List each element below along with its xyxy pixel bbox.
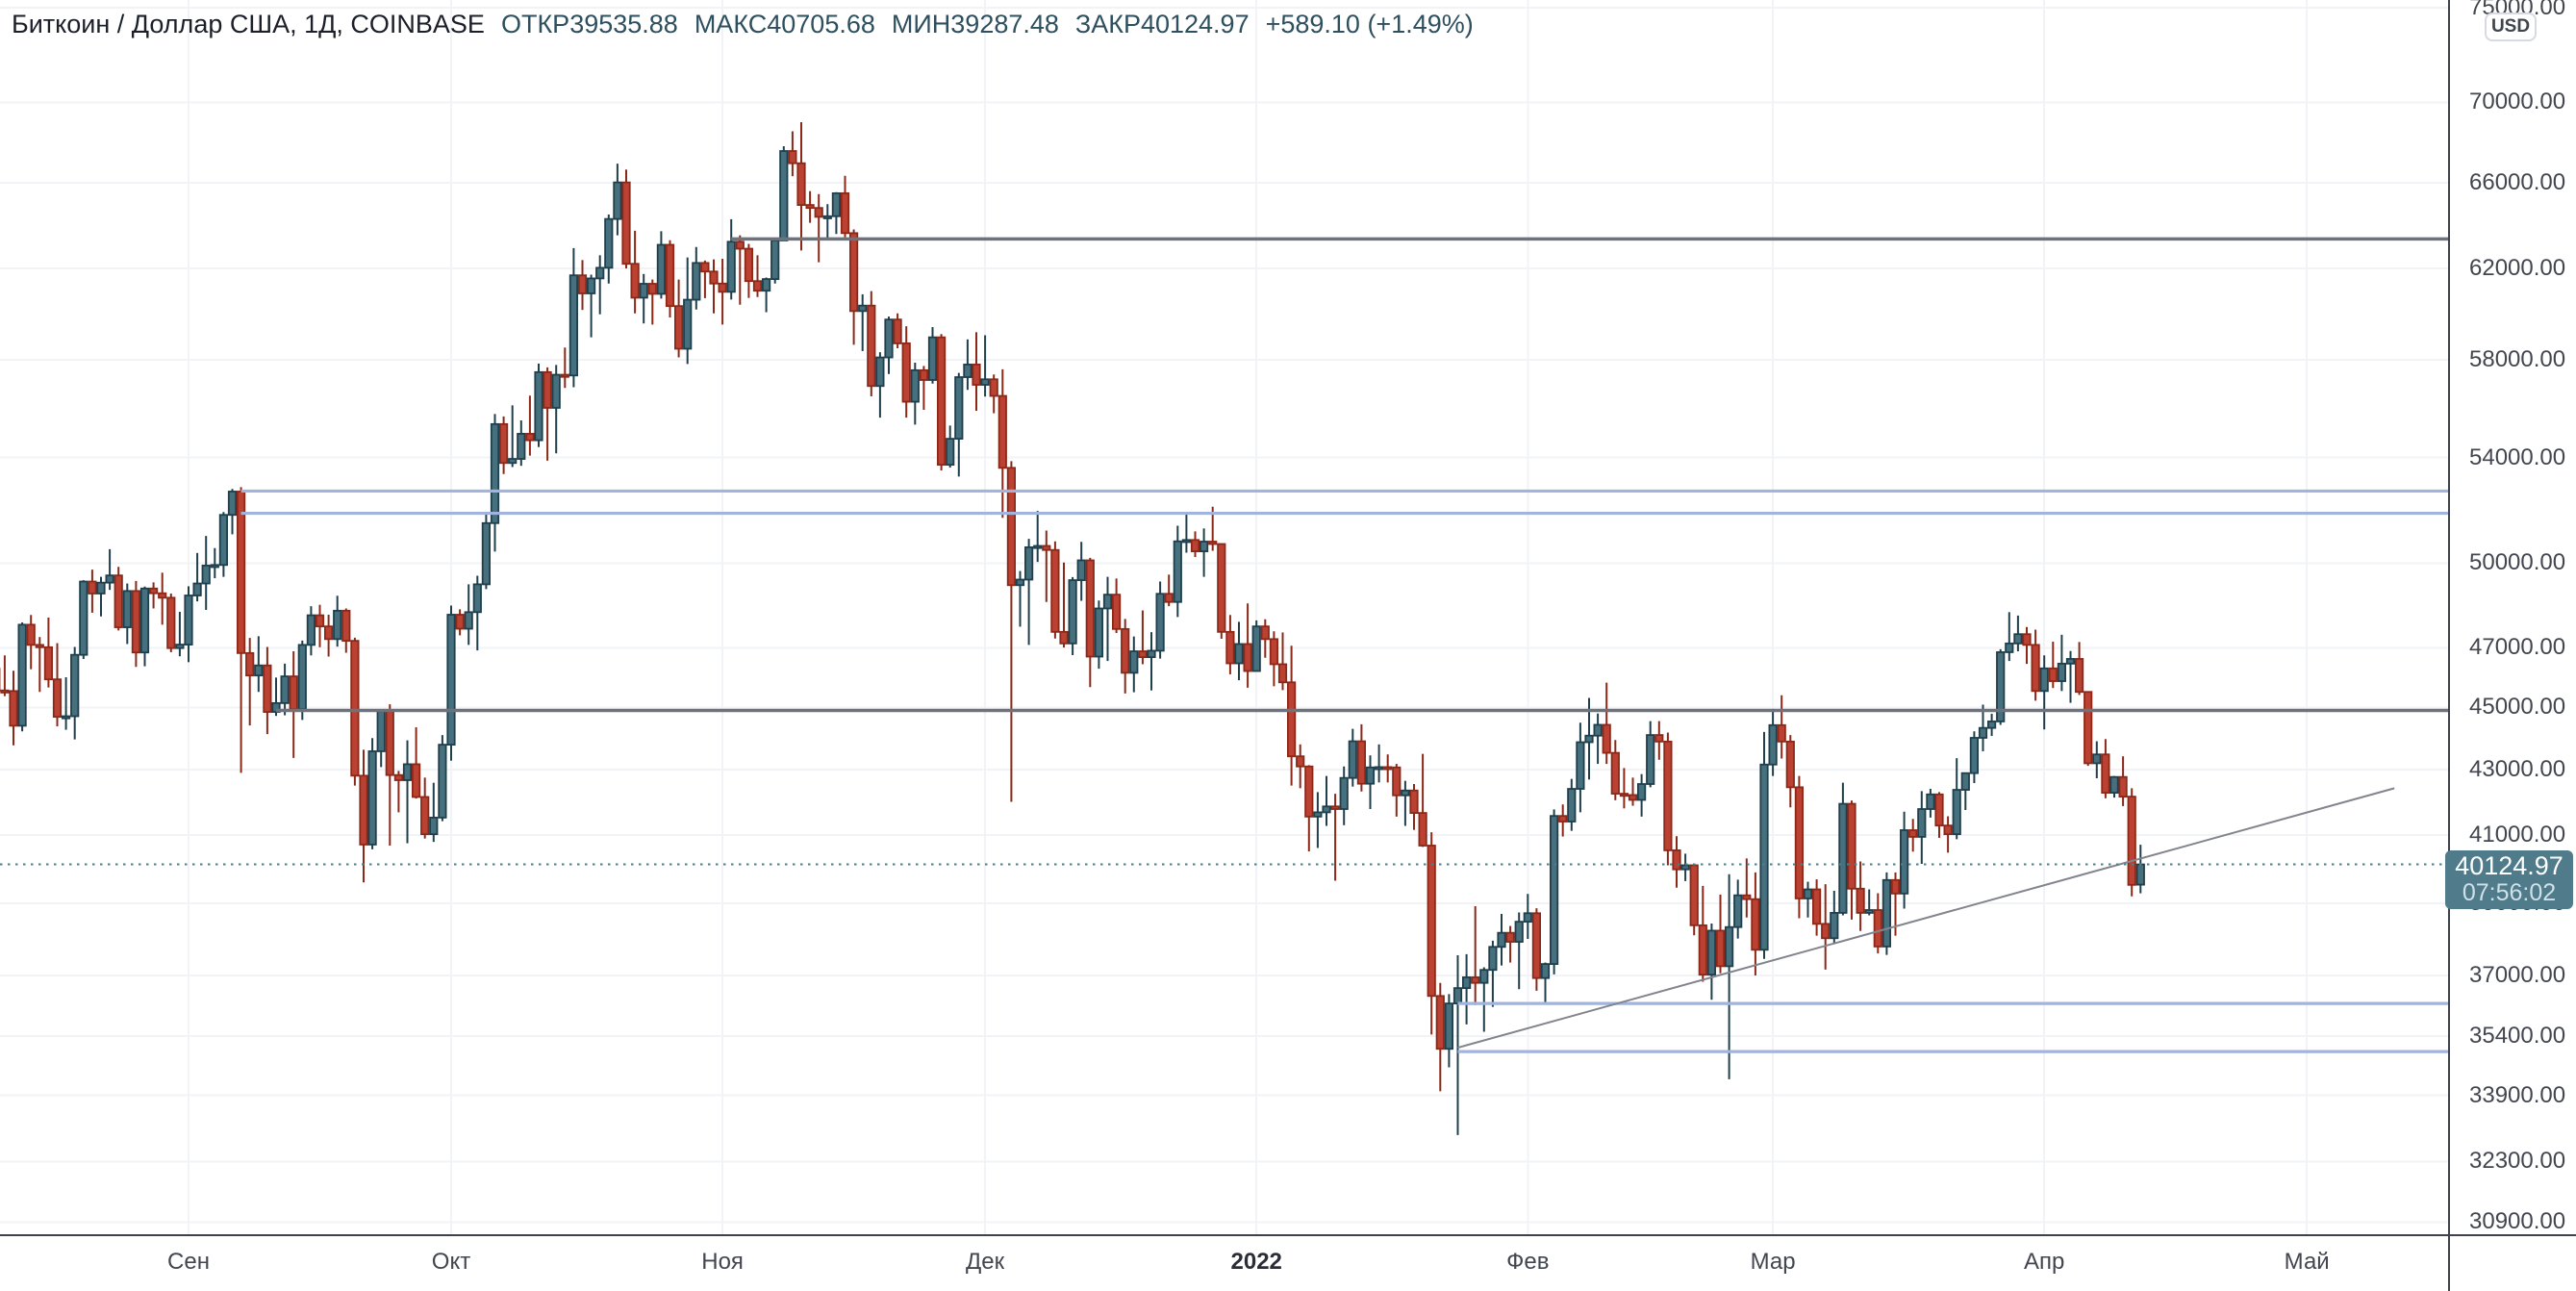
legend-low: МИН39287.48 [892,10,1059,39]
price-axis-label: 62000.00 [2469,255,2566,282]
legend-open: ОТКР39535.88 [501,10,678,39]
price-axis-label: 41000.00 [2469,821,2566,848]
price-axis-label: 35400.00 [2469,1022,2566,1049]
time-axis-label: 2022 [1230,1249,1282,1275]
price-axis-label: 70000.00 [2469,89,2566,115]
drawing-lines[interactable] [0,237,2449,1053]
high-label: МАКС [694,10,768,38]
time-axis-label: Май [2284,1249,2330,1275]
legend-close: ЗАКР40124.97 [1075,10,1250,39]
low-value: 39287.48 [950,10,1059,38]
last-price-value: 40124.97 [2455,851,2563,880]
price-axis-label: 47000.00 [2469,634,2566,661]
time-axis-label: Окт [431,1249,471,1275]
close-label: ЗАКР [1074,10,1141,38]
price-chart-plot[interactable] [0,0,2449,1235]
price-axis-label: 33900.00 [2469,1081,2566,1108]
time-axis-label: Сен [167,1249,210,1275]
open-label: ОТКР [500,10,570,38]
open-value: 39535.88 [569,10,678,38]
close-value: 40124.97 [1140,10,1250,38]
price-axis-border [2448,0,2450,1291]
low-label: МИН [891,10,951,38]
countdown-timer: 07:56:02 [2462,879,2557,906]
high-value: 40705.68 [767,10,875,38]
price-axis-label: 50000.00 [2469,549,2566,576]
last-price-badge: 40124.97 07:56:02 [2445,850,2573,909]
price-axis-label: 43000.00 [2469,756,2566,783]
time-axis-border [0,1234,2576,1236]
legend-high: МАКС40705.68 [695,10,875,39]
time-axis-label: Мар [1750,1249,1796,1275]
symbol-legend: Биткоин / Доллар США, 1Д, COINBASE ОТКР3… [12,10,1474,39]
price-axis-label: 45000.00 [2469,694,2566,721]
symbol-title[interactable]: Биткоин / Доллар США, 1Д, COINBASE [12,10,485,38]
currency-toggle-button[interactable]: USD [2485,13,2537,41]
time-axis-label: Фев [1506,1249,1550,1275]
time-axis-label: Апр [2024,1249,2065,1275]
price-axis-label: 66000.00 [2469,169,2566,196]
trend-line [1457,787,2395,1050]
grid-lines [0,0,2449,1235]
candlestick-series [0,121,2145,1135]
price-axis-label: 37000.00 [2469,961,2566,988]
price-axis-label: 30900.00 [2469,1208,2566,1235]
time-axis[interactable]: Сен Окт Ноя Дек 2022 Фев Мар Апр Май [0,1236,2449,1291]
time-axis-label: Дек [966,1249,1005,1275]
price-axis-label: 58000.00 [2469,345,2566,372]
price-axis-label: 32300.00 [2469,1148,2566,1175]
price-axis-label: 54000.00 [2469,443,2566,470]
legend-change: +589.10 (+1.49%) [1265,10,1474,38]
time-axis-label: Ноя [701,1249,744,1275]
price-axis[interactable]: 75000.00 70000.00 66000.00 62000.00 58000.00… [2445,0,2576,1234]
price-axis-labels: 75000.00 70000.00 66000.00 62000.00 58000.00… [2450,0,2576,1234]
